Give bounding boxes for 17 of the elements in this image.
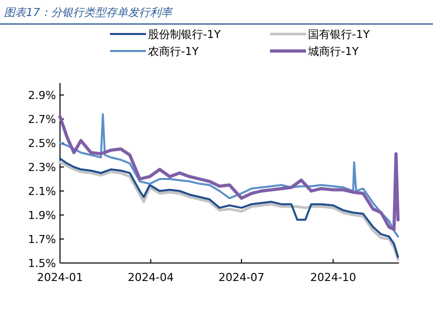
- legend-label: 城商行-1Y: [307, 45, 359, 58]
- x-tick-label: 2024-01: [37, 271, 83, 284]
- y-tick-label: 1.5%: [28, 257, 56, 270]
- y-tick-label: 2.3%: [28, 161, 56, 174]
- chart-title: 图表17：分银行类型存单发行利率: [4, 6, 173, 19]
- legend-label: 股份制银行-1Y: [148, 28, 221, 41]
- y-tick-label: 1.7%: [28, 233, 56, 246]
- x-tick-label: 2024-07: [218, 271, 264, 284]
- x-tick-label: 2024-04: [128, 271, 174, 284]
- y-tick-label: 2.1%: [28, 185, 56, 198]
- y-tick-label: 1.9%: [28, 209, 56, 222]
- legend-label: 国有银行-1Y: [308, 28, 370, 41]
- y-tick-label: 2.5%: [28, 137, 56, 150]
- y-tick-label: 2.7%: [28, 113, 56, 126]
- y-tick-label: 2.9%: [28, 89, 56, 102]
- legend-label: 农商行-1Y: [148, 45, 199, 58]
- x-tick-label: 2024-10: [310, 271, 356, 284]
